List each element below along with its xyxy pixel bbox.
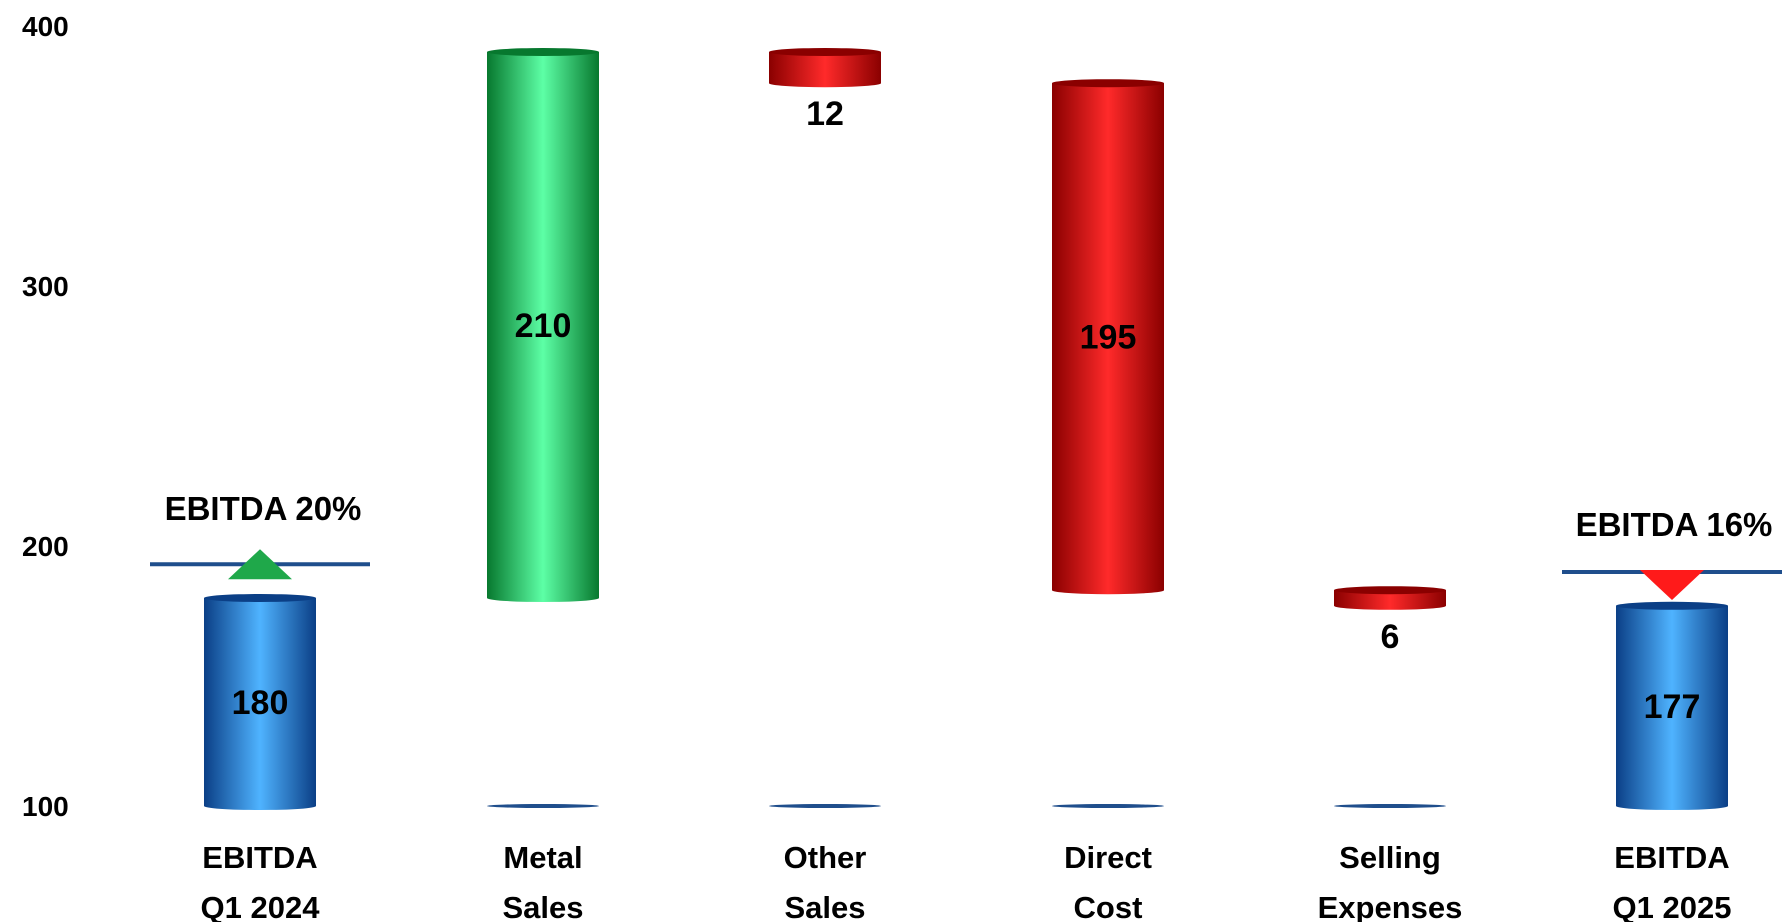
x-tick-label: Expenses: [1318, 890, 1463, 922]
x-tick-label: Selling: [1339, 840, 1441, 875]
bar: [1616, 605, 1728, 806]
bar-bottom-cap: [1334, 601, 1446, 610]
bar-top-cap: [1052, 79, 1164, 88]
bar-top-cap: [769, 48, 881, 56]
x-tick-label: Direct: [1064, 840, 1152, 875]
y-tick-label: 400: [22, 11, 69, 42]
bars: 180 210 12 195 6 177: [204, 48, 1728, 810]
y-tick-label: 200: [22, 531, 69, 562]
x-tick-label: Other: [784, 840, 867, 875]
bar-group: 210: [487, 48, 599, 808]
bar-group: 6: [1334, 586, 1446, 808]
y-tick-label: 100: [22, 791, 69, 822]
x-tick-label: Cost: [1074, 890, 1143, 922]
data-label: 180: [232, 684, 289, 722]
bar-top-cap: [204, 594, 316, 602]
x-tick-label: Sales: [502, 890, 583, 922]
bar-top-cap: [487, 48, 599, 56]
x-tick-label: EBITDA: [202, 840, 317, 875]
margin-label: EBITDA 20%: [165, 490, 362, 527]
bar-group: 12: [769, 48, 881, 808]
bar: [1052, 83, 1164, 591]
x-tick-label: Q1 2025: [1613, 890, 1732, 922]
bar: [1334, 590, 1446, 606]
x-tick-label: Sales: [784, 890, 865, 922]
x-tick-label: EBITDA: [1614, 840, 1729, 875]
bar-top-cap: [1334, 586, 1446, 595]
data-label: 12: [806, 95, 844, 133]
bar-group: 195: [1052, 79, 1164, 808]
x-tick-label: Metal: [503, 840, 582, 875]
bar-group: 180: [204, 594, 316, 810]
bar: [204, 598, 316, 806]
margin-label: EBITDA 16%: [1576, 506, 1773, 543]
margin-annotation: EBITDA 16%: [1562, 506, 1782, 600]
data-label: 6: [1381, 618, 1400, 656]
bar: [769, 52, 881, 84]
data-label: 177: [1644, 688, 1701, 726]
bar-baseline: [1052, 804, 1164, 808]
bar-group: 177: [1616, 601, 1728, 810]
x-tick-label: Q1 2024: [201, 890, 321, 922]
triangle-down-icon: [1640, 570, 1704, 600]
bar-bottom-cap: [487, 594, 599, 602]
bar-baseline: [1334, 804, 1446, 808]
bar-baseline: [487, 804, 599, 808]
triangle-up-icon: [228, 549, 292, 580]
bar-baseline: [769, 804, 881, 808]
data-label: 195: [1080, 319, 1137, 357]
x-axis: EBITDA Q1 2024 Metal Sales Other Sales Direct C…: [201, 840, 1732, 922]
data-label: 210: [515, 307, 572, 345]
bar-bottom-cap: [1052, 586, 1164, 595]
bar-top-cap: [1616, 601, 1728, 610]
y-axis: 100 200 300 400: [22, 11, 69, 822]
y-tick-label: 300: [22, 271, 69, 302]
bar-bottom-cap: [1616, 802, 1728, 810]
bar-bottom-cap: [204, 802, 316, 810]
annotations: EBITDA 20% EBITDA 16%: [150, 490, 1782, 600]
bar-bottom-cap: [769, 79, 881, 88]
margin-annotation: EBITDA 20%: [150, 490, 370, 580]
bar: [487, 52, 599, 598]
